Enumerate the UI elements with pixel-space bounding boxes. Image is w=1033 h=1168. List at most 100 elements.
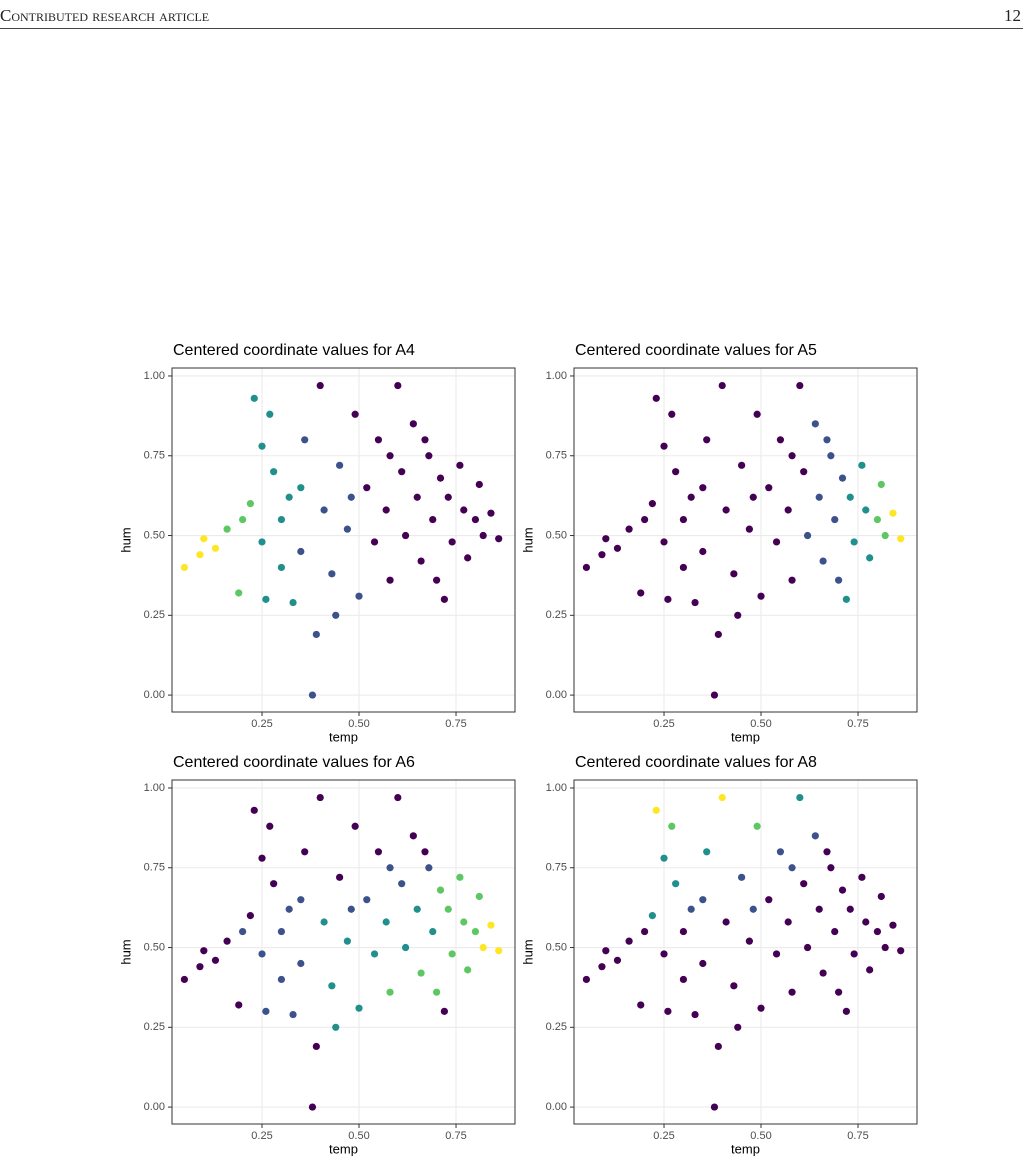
point xyxy=(862,506,870,514)
point xyxy=(258,854,266,862)
point xyxy=(660,854,668,862)
y-tick-label: 0.75 xyxy=(144,450,165,462)
y-tick-label: 0.00 xyxy=(546,689,567,701)
point xyxy=(235,589,243,597)
x-tick-label: 0.25 xyxy=(251,718,272,730)
point xyxy=(413,905,421,913)
point xyxy=(889,921,897,929)
point xyxy=(772,950,781,958)
point xyxy=(409,420,417,428)
x-axis-title: temp xyxy=(329,729,358,744)
point xyxy=(765,896,773,904)
point xyxy=(753,822,761,830)
point xyxy=(401,943,410,952)
point xyxy=(842,1007,850,1015)
chart-title: Centered coordinate values for A5 xyxy=(575,342,817,359)
point xyxy=(266,410,274,418)
point xyxy=(401,531,410,540)
point xyxy=(652,394,660,402)
point xyxy=(433,576,441,584)
point xyxy=(772,538,781,546)
chart-title: Centered coordinate values for A6 xyxy=(173,754,415,771)
point xyxy=(699,959,707,968)
panel-border xyxy=(171,779,516,1125)
point xyxy=(831,515,839,524)
point xyxy=(699,547,707,556)
point xyxy=(239,515,247,524)
point xyxy=(440,595,448,603)
point xyxy=(223,937,231,945)
point xyxy=(827,864,835,872)
point xyxy=(417,969,425,977)
point xyxy=(301,848,309,856)
point xyxy=(394,381,402,390)
point xyxy=(691,598,699,607)
x-tick-label: 0.25 xyxy=(653,1130,674,1142)
point xyxy=(479,531,487,540)
point xyxy=(660,538,668,546)
point xyxy=(258,538,266,546)
point xyxy=(370,950,379,958)
point xyxy=(776,436,785,444)
y-tick-label: 0.25 xyxy=(546,1021,567,1033)
point xyxy=(363,896,371,904)
point xyxy=(788,988,796,996)
point xyxy=(235,1001,243,1009)
point xyxy=(308,691,317,699)
point xyxy=(200,535,208,543)
point xyxy=(316,793,324,802)
y-tick-label: 1.00 xyxy=(144,782,165,794)
point xyxy=(858,461,866,469)
y-tick-label: 1.00 xyxy=(546,782,567,794)
y-axis-title: hum xyxy=(118,939,133,964)
y-tick-label: 0.25 xyxy=(144,1021,165,1033)
y-tick-label: 0.50 xyxy=(144,529,165,541)
panel-border xyxy=(171,367,516,713)
point xyxy=(351,822,359,830)
x-tick-label: 0.25 xyxy=(653,718,674,730)
point xyxy=(687,493,695,501)
point xyxy=(285,905,293,913)
point xyxy=(297,484,305,492)
point xyxy=(788,452,796,460)
point xyxy=(776,848,785,856)
point xyxy=(668,410,676,418)
point xyxy=(718,381,726,390)
x-tick-label: 0.50 xyxy=(348,718,369,730)
point xyxy=(370,538,379,546)
point xyxy=(745,525,753,533)
point xyxy=(301,436,309,444)
point xyxy=(277,975,286,984)
point xyxy=(425,452,433,460)
plot-panel xyxy=(574,780,917,1124)
point xyxy=(464,554,472,562)
point xyxy=(258,442,266,450)
point xyxy=(250,394,258,402)
point xyxy=(495,535,503,543)
point xyxy=(421,848,429,856)
running-head: Contributed research article xyxy=(0,6,210,25)
point xyxy=(648,912,656,920)
point xyxy=(641,927,649,936)
x-tick-label: 0.75 xyxy=(847,1130,868,1142)
point xyxy=(211,544,220,552)
point xyxy=(738,461,746,469)
point xyxy=(819,969,827,977)
y-tick-label: 0.25 xyxy=(144,609,165,621)
point xyxy=(320,506,328,514)
point xyxy=(180,975,189,984)
point xyxy=(386,864,394,872)
point xyxy=(277,927,286,936)
point xyxy=(355,592,363,600)
point xyxy=(714,630,722,639)
point xyxy=(475,892,483,901)
point xyxy=(250,806,258,814)
point xyxy=(613,544,622,552)
point xyxy=(679,515,688,524)
point xyxy=(285,493,293,501)
point xyxy=(757,1004,765,1012)
point xyxy=(889,509,897,517)
point xyxy=(444,493,452,501)
point xyxy=(800,880,808,888)
